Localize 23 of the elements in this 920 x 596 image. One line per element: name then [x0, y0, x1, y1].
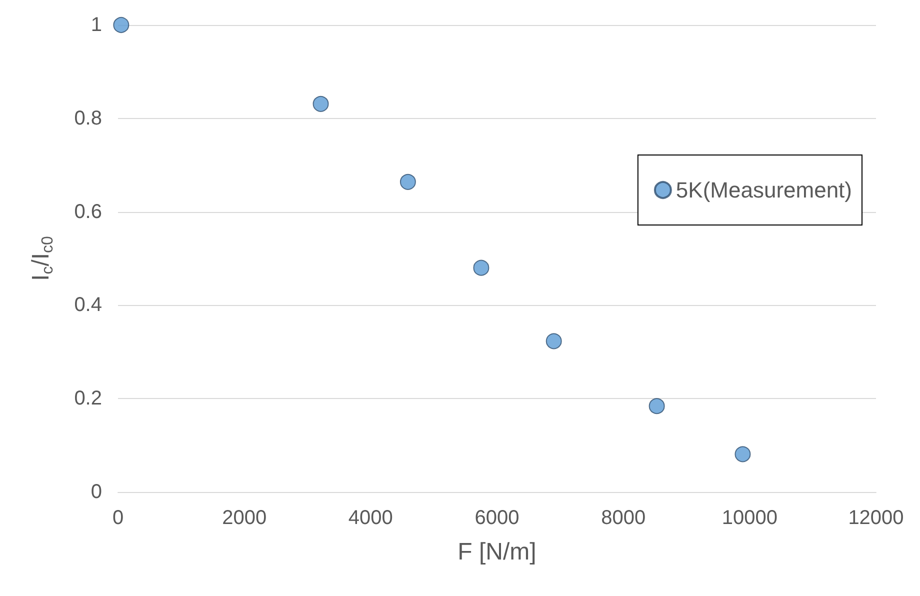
y-tick-label: 0.2 [74, 388, 102, 410]
point [400, 174, 416, 190]
y-tick-label: 0.8 [74, 107, 102, 130]
x-tick-label: 8000 [601, 507, 646, 529]
x-tick-label: 12000 [848, 507, 904, 529]
x-tick-label: 2000 [222, 507, 267, 529]
y-tick-label: 0.6 [74, 200, 102, 223]
y-axis-title: Ic/Ic0 [28, 236, 56, 281]
point [546, 333, 562, 350]
point [113, 17, 130, 33]
x-tick-label: 0 [112, 507, 124, 529]
x-tick-label: 6000 [474, 507, 520, 529]
y-tick-label: 0.4 [74, 294, 102, 316]
point [312, 96, 329, 112]
x-axis-title: F [N/m] [458, 538, 536, 566]
y-tick-label: 1 [90, 14, 102, 36]
x-tick-label: 4000 [348, 507, 393, 529]
point [734, 446, 751, 462]
point [473, 260, 490, 276]
x-tick-label: 10000 [722, 507, 778, 529]
y-tick-label: 0 [90, 481, 102, 503]
legend-label: 5K(Measurement) [676, 178, 852, 202]
point [648, 398, 665, 414]
